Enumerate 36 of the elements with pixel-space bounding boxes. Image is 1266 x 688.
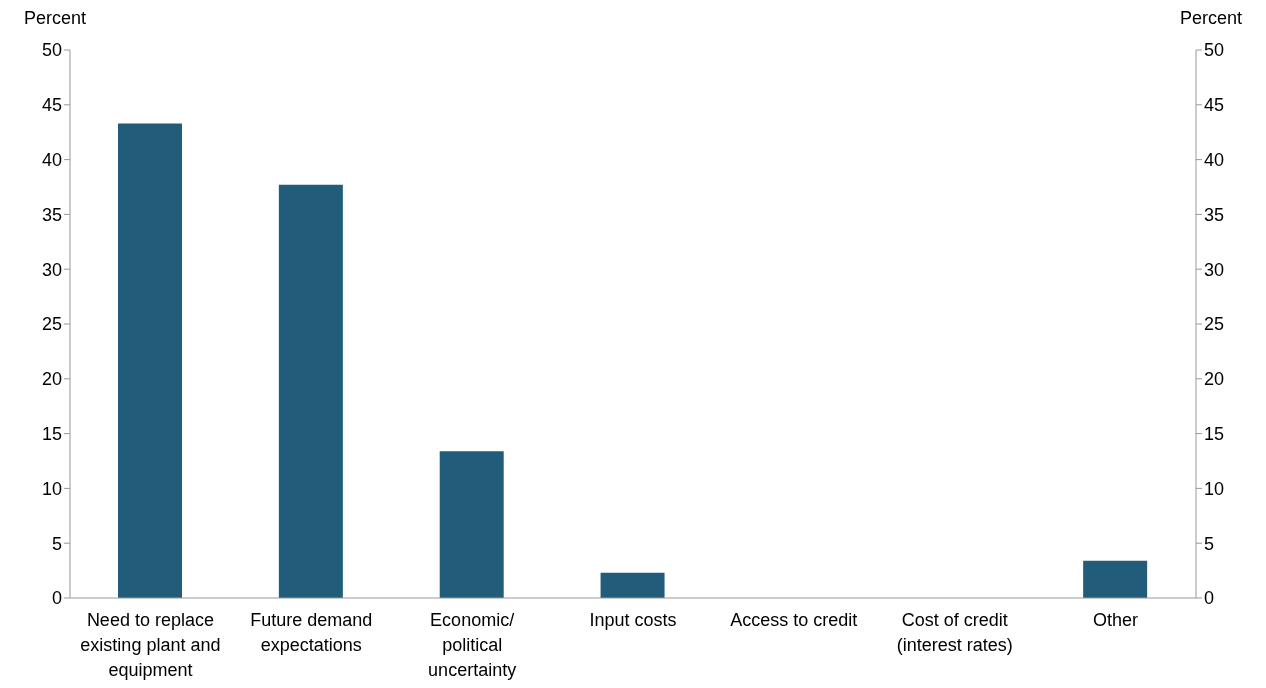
- y2-tick-label: 0: [1204, 588, 1215, 609]
- bar: [439, 451, 504, 598]
- bar: [600, 572, 665, 598]
- x-tick-label: Input costs: [589, 610, 677, 630]
- y2-tick-label: 30: [1204, 259, 1225, 280]
- y2-tick-label: 15: [1204, 423, 1225, 444]
- y2-tick-label: 5: [1204, 533, 1215, 554]
- y2-tick-label: 20: [1204, 369, 1225, 390]
- y-tick-label: 15: [41, 423, 62, 444]
- y-tick-label: 40: [41, 149, 62, 170]
- y-tick-label: 30: [41, 259, 62, 280]
- y2-axis-title: Percent: [1179, 8, 1242, 28]
- y2-tick-label: 25: [1204, 314, 1225, 335]
- y-tick-label: 25: [41, 314, 62, 335]
- x-tick-label: Future demand expectations: [250, 610, 373, 655]
- y-tick-label: 0: [51, 588, 62, 609]
- y2-tick-label: 35: [1204, 204, 1225, 225]
- bar: [1083, 560, 1148, 598]
- x-tick-label: Need to replace existing plant and equipment: [80, 610, 221, 680]
- y-axis-title: Percent: [24, 8, 87, 28]
- x-tick-label: Other: [1093, 610, 1139, 630]
- y-tick-label: 50: [41, 40, 62, 61]
- y2-tick-label: 45: [1204, 95, 1225, 116]
- x-tick-label: Cost of credit (interest rates): [896, 610, 1013, 655]
- y-tick-label: 45: [41, 95, 62, 116]
- y2-tick-label: 50: [1204, 40, 1225, 61]
- y-tick-label: 10: [41, 478, 62, 499]
- y2-tick-label: 40: [1204, 149, 1225, 170]
- bar: [118, 123, 182, 598]
- y-tick-label: 20: [41, 369, 62, 390]
- y2-tick-label: 10: [1204, 478, 1225, 499]
- bar: [278, 184, 343, 598]
- y-tick-label: 5: [51, 533, 62, 554]
- y-tick-label: 35: [41, 204, 62, 225]
- x-tick-label: Economic/ political uncertainty: [428, 610, 517, 680]
- x-tick-label: Access to credit: [730, 610, 858, 630]
